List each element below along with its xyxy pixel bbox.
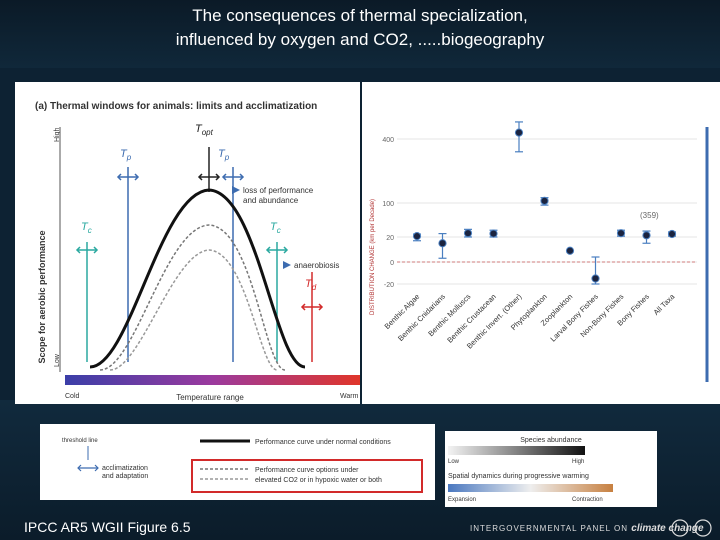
ipcc-banner: INTERGOVERNMENTAL PANEL ON climate chang… <box>470 523 704 534</box>
t-p-label-left: Tp <box>120 148 132 162</box>
data-point <box>642 231 651 240</box>
t-p-label-right: Tp <box>218 148 230 162</box>
legend-options-label-2: elevated CO2 or in hypoxic water or both <box>255 477 382 484</box>
acclimatization-arrow-topt <box>197 173 221 181</box>
x-warm-label: Warm <box>340 393 359 400</box>
data-point <box>489 229 498 238</box>
legend-panel: threshold line acclimatization and adapt… <box>40 424 435 500</box>
stressed-curve-1 <box>99 224 286 371</box>
abundance-low: Low <box>448 459 460 465</box>
y-tick-label: 100 <box>382 201 394 208</box>
thermal-window-figure: (a) Thermal windows for animals: limits … <box>35 101 360 402</box>
y-tick-label: 0 <box>390 260 394 267</box>
legend-options-label: Performance curve options under <box>255 467 359 474</box>
spatial-title: Spatial dynamics during progressive warm… <box>448 473 589 480</box>
data-point <box>412 232 422 241</box>
ipcc-banner-suffix: climate change <box>631 523 704 534</box>
loss-label: loss of performance <box>243 186 314 195</box>
data-point <box>463 229 473 238</box>
spatial-expansion: Expansion <box>448 497 476 503</box>
legend-acclimatization-label-2: and adaptation <box>102 473 148 480</box>
chart-annotation: (359) <box>640 211 659 220</box>
t-c-label-left: Tc <box>81 221 92 235</box>
data-point <box>438 239 447 248</box>
y-tick-label: -20 <box>384 282 394 289</box>
acclimatization-arrows-tc <box>75 246 289 254</box>
unep-logo-icon <box>694 519 712 537</box>
chart-ylabel: DISTRIBUTION CHANGE (km per Decade) <box>370 199 376 315</box>
data-point <box>667 229 677 239</box>
data-point <box>565 246 575 255</box>
loss-pointer-icon <box>232 186 240 194</box>
legend-normal-label: Performance curve under normal condition… <box>255 439 391 446</box>
panel-a-ylabel: Scope for aerobic performance <box>37 230 47 363</box>
data-point <box>540 196 549 205</box>
abundance-high: High <box>572 459 584 465</box>
y-high-label: High <box>54 127 61 142</box>
data-point <box>616 229 626 238</box>
y-low-label: Low <box>54 353 61 367</box>
loss-label-2: and abundance <box>243 196 299 205</box>
wmo-logo-icon <box>671 519 689 537</box>
abundance-gradient <box>448 446 585 455</box>
abundance-title: Species abundance <box>520 437 582 444</box>
legend-threshold-label: threshold line <box>62 438 98 444</box>
panel-a-title: (a) Thermal windows for animals: limits … <box>35 101 317 112</box>
t-d-label: Td <box>305 278 317 292</box>
x-cold-label: Cold <box>65 393 80 400</box>
slide-title-line1: The consequences of thermal specializati… <box>192 6 528 25</box>
spatial-contraction: Contraction <box>572 497 603 503</box>
legend-acclimatization-label: acclimatization <box>102 465 148 472</box>
legend-acclimatization-arrow <box>77 464 99 472</box>
normal-performance-curve <box>89 188 306 369</box>
distribution-change-panel: DISTRIBUTION CHANGE (km per Decade) (359… <box>362 82 720 404</box>
temperature-gradient-bar <box>65 375 360 385</box>
stressed-curve-2 <box>109 249 278 371</box>
anaerobiosis-label: anaerobiosis <box>294 261 339 270</box>
abundance-legend-panel: Species abundance Low High Spatial dynam… <box>445 431 657 507</box>
acclimatization-arrows-tp <box>116 173 245 181</box>
slide-header: The consequences of thermal specializati… <box>0 0 720 68</box>
thermal-window-panel: (a) Thermal windows for animals: limits … <box>15 82 360 404</box>
acclimatization-arrow-td <box>300 303 324 311</box>
data-point <box>514 128 524 137</box>
slide-title-line2: influenced by oxygen and CO2, .....bioge… <box>175 30 545 49</box>
t-opt-label: Topt <box>195 123 214 137</box>
legend-highlight-box <box>191 459 423 493</box>
data-point <box>591 274 600 283</box>
spatial-gradient <box>448 484 613 492</box>
figure-credit: IPCC AR5 WGII Figure 6.5 <box>24 519 191 535</box>
distribution-change-chart: DISTRIBUTION CHANGE (km per Decade) (359… <box>370 121 709 382</box>
ipcc-logos <box>671 519 712 537</box>
y-tick-label: 400 <box>382 137 394 144</box>
t-c-label-right: Tc <box>270 221 281 235</box>
anaerobiosis-pointer-icon <box>283 261 291 269</box>
ipcc-banner-prefix: INTERGOVERNMENTAL PANEL ON <box>470 524 629 533</box>
x-axis-label: Temperature range <box>176 393 244 402</box>
y-tick-label: 20 <box>386 235 394 242</box>
category-label: All Taxa <box>652 291 677 316</box>
